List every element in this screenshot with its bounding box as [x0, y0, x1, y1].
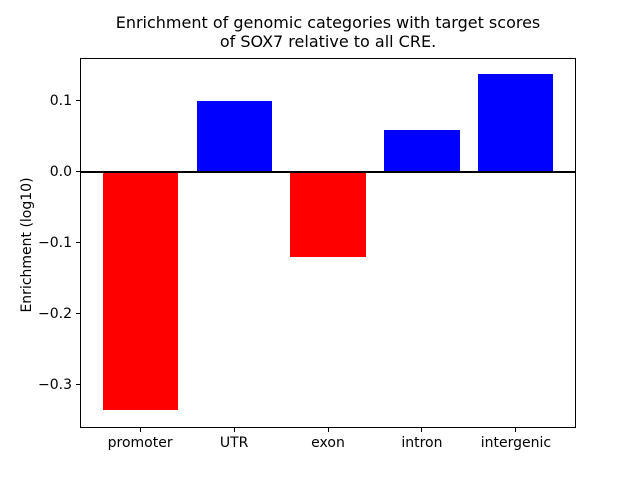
y-tick-label: −0.1	[38, 234, 72, 251]
x-tick-label-promoter: promoter	[107, 435, 173, 451]
y-tick-label: −0.3	[38, 376, 72, 393]
x-tick-label-exon: exon	[311, 435, 345, 451]
x-tick-mark	[233, 428, 235, 432]
plot-area	[80, 58, 576, 428]
x-tick-mark	[421, 428, 423, 432]
y-tick-label: −0.2	[38, 305, 72, 322]
y-axis-label: Enrichment (log10)	[19, 177, 35, 313]
chart-title: Enrichment of genomic categories with ta…	[115, 13, 541, 51]
x-tick-mark	[515, 428, 517, 432]
y-tick-label: 0.1	[49, 92, 72, 109]
x-tick-label-UTR: UTR	[219, 435, 249, 451]
x-tick-label-intron: intron	[401, 435, 443, 451]
x-tick-mark	[327, 428, 329, 432]
y-tick-label: 0.0	[49, 163, 72, 180]
x-tick-mark	[139, 428, 141, 432]
x-tick-label-intergenic: intergenic	[480, 435, 552, 451]
